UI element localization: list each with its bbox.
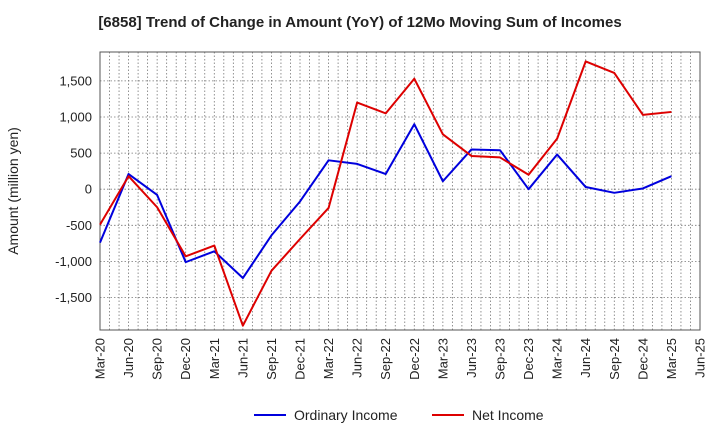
y-axis-label: Amount (million yen) — [5, 127, 21, 255]
x-tick-label: Sep-23 — [493, 338, 508, 380]
legend-label: Ordinary Income — [294, 407, 398, 423]
series-layer — [99, 60, 672, 327]
y-tick-label: -1,000 — [55, 254, 92, 269]
x-tick-label: Dec-23 — [521, 338, 536, 380]
x-tick-label: Jun-25 — [693, 338, 708, 378]
x-tick-label: Jun-21 — [235, 338, 250, 378]
x-tick-label: Sep-20 — [150, 338, 165, 380]
x-tick-label: Dec-24 — [635, 338, 650, 380]
x-tick-label: Mar-25 — [664, 338, 679, 379]
x-tick-label: Mar-21 — [207, 338, 222, 379]
y-tick-label: -500 — [66, 218, 92, 233]
x-tick-label: Sep-21 — [264, 338, 279, 380]
x-tick-label: Jun-22 — [350, 338, 365, 378]
x-tick-label: Dec-20 — [178, 338, 193, 380]
chart-title: [6858] Trend of Change in Amount (YoY) o… — [98, 14, 622, 31]
y-tick-labels: -1,500 -1,000 -500 0 500 1,000 1,500 — [55, 73, 92, 305]
x-tick-label: Jun-20 — [121, 338, 136, 378]
x-tick-label: Jun-23 — [464, 338, 479, 378]
legend-label: Net Income — [472, 407, 544, 423]
series-line-ordinary-income — [99, 123, 672, 280]
plot-frame — [99, 51, 701, 331]
x-tick-label: Mar-20 — [93, 338, 108, 379]
y-tick-label: -1,500 — [55, 290, 92, 305]
x-tick-label: Sep-22 — [378, 338, 393, 380]
x-tick-labels: Mar-20 Jun-20 Sep-20 Dec-20 Mar-21 Jun-21 Sep-… — [93, 338, 708, 380]
x-tick-label: Mar-22 — [321, 338, 336, 379]
y-tick-label: 1,500 — [59, 73, 92, 88]
legend: Ordinary Income Net Income — [254, 407, 544, 423]
y-tick-label: 1,000 — [59, 109, 92, 124]
y-tick-label: 500 — [70, 146, 92, 161]
x-tick-label: Jun-24 — [578, 338, 593, 378]
y-tick-label: 0 — [85, 182, 92, 197]
x-tick-label: Mar-23 — [435, 338, 450, 379]
x-tick-label: Mar-24 — [550, 338, 565, 379]
x-tick-label: Dec-22 — [407, 338, 422, 380]
x-tick-label: Dec-21 — [293, 338, 308, 380]
x-tick-label: Sep-24 — [607, 338, 622, 380]
series-line-net-income — [99, 60, 672, 327]
